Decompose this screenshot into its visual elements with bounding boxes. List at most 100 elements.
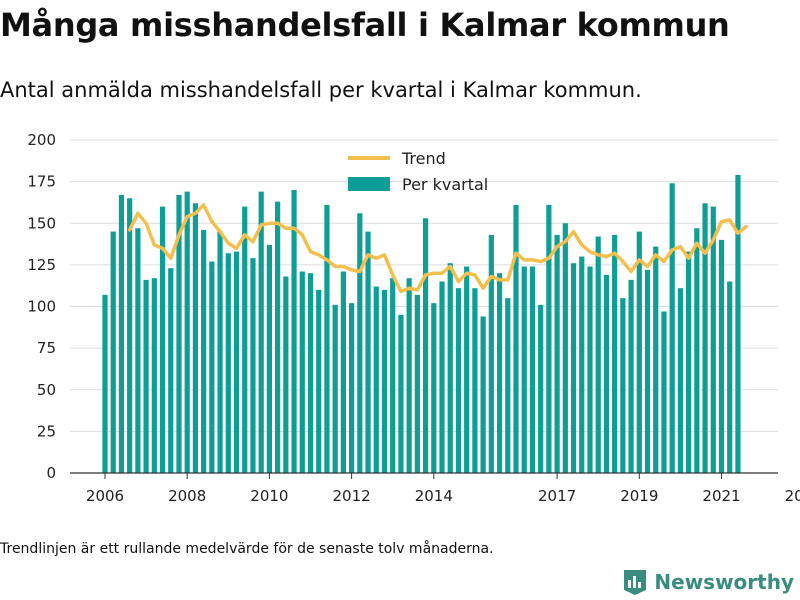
bar	[439, 281, 445, 473]
x-tick-label: 2006	[86, 487, 124, 505]
bar	[365, 231, 371, 473]
bar	[620, 298, 626, 473]
bar	[373, 286, 379, 473]
bar	[110, 231, 116, 473]
bar	[554, 234, 560, 473]
bar	[258, 191, 264, 474]
bar	[546, 204, 552, 473]
bar	[316, 289, 322, 473]
x-axis: 2006200820102012201420172019202120232025	[70, 472, 800, 505]
bar	[307, 273, 314, 473]
bar	[562, 223, 568, 473]
bar	[636, 231, 642, 473]
x-tick-label: 2017	[538, 487, 576, 505]
bar	[538, 304, 544, 473]
y-axis-ticks: 0 25 50 75 100 125 150 175 200	[27, 131, 56, 482]
bar	[686, 251, 692, 473]
bar	[710, 206, 716, 473]
chart-title: Många misshandelsfall i Kalmar kommun	[0, 6, 730, 44]
y-tick-label: 25	[37, 422, 56, 440]
bar	[118, 194, 125, 473]
bar	[595, 236, 601, 473]
bar	[579, 256, 585, 473]
bar	[718, 239, 725, 473]
bar	[127, 198, 133, 473]
bar	[661, 311, 667, 473]
trend-line	[127, 203, 748, 294]
bar	[381, 289, 388, 473]
bar	[603, 274, 610, 473]
bar	[291, 189, 297, 473]
legend-bars-label: Per kvartal	[402, 175, 488, 194]
bar	[340, 271, 346, 473]
bar	[644, 269, 651, 473]
trend-series	[127, 203, 748, 294]
x-tick-label: 2008	[168, 487, 206, 505]
bar	[201, 229, 207, 473]
legend: Trend Per kvartal	[348, 149, 488, 194]
bar	[159, 206, 166, 473]
bar	[225, 253, 231, 473]
bar	[168, 268, 174, 473]
bar	[266, 244, 272, 473]
bar	[143, 279, 149, 473]
bar	[669, 183, 675, 474]
bar	[102, 294, 108, 473]
chart-subtitle: Antal anmälda misshandelsfall per kvarta…	[0, 78, 642, 102]
brand-name: Newsworthy	[654, 570, 794, 594]
bar	[480, 316, 486, 473]
x-tick-label: 2014	[415, 487, 453, 505]
bar	[472, 288, 478, 473]
bar	[529, 266, 536, 473]
bar	[275, 201, 281, 474]
bar	[628, 279, 634, 473]
x-tick-label: 2010	[250, 487, 288, 505]
bar	[250, 258, 256, 473]
x-tick-label: 2021	[702, 487, 740, 505]
x-tick-label: 2012	[333, 487, 371, 505]
bar	[496, 273, 503, 473]
bar	[464, 266, 470, 473]
bar	[217, 231, 223, 473]
footnote: Trendlinjen är ett rullande medelvärde f…	[0, 541, 494, 557]
bar	[176, 194, 182, 473]
bar	[299, 271, 305, 473]
x-tick-label: 2023	[785, 487, 800, 505]
y-tick-label: 75	[37, 339, 56, 357]
bar	[283, 276, 289, 473]
bar	[414, 294, 420, 473]
bar	[694, 228, 700, 473]
brand-logo[interactable]: Newsworthy	[622, 568, 794, 596]
y-tick-label: 150	[27, 214, 56, 232]
y-tick-label: 175	[27, 173, 56, 191]
bar	[677, 288, 683, 473]
legend-bars-swatch	[348, 177, 390, 191]
y-tick-label: 0	[46, 464, 56, 482]
bar	[209, 261, 215, 473]
bar	[242, 206, 248, 473]
newsworthy-logo-icon	[624, 570, 647, 595]
bar	[431, 303, 437, 473]
bar	[151, 278, 157, 473]
bar	[735, 174, 741, 473]
bar	[349, 303, 355, 473]
bars	[102, 174, 741, 474]
bar	[422, 218, 429, 473]
bar	[570, 263, 577, 473]
y-tick-label: 200	[27, 131, 56, 149]
legend-trend-label: Trend	[401, 149, 446, 168]
bar	[233, 251, 240, 473]
bar	[192, 203, 199, 473]
bar	[488, 234, 494, 473]
bar-chart: 0 25 50 75 100 125 150 175 200 2006 2008 2010 2012 2…	[27, 131, 800, 505]
x-tick-label: 2019	[620, 487, 658, 505]
bar	[513, 204, 519, 473]
bar	[390, 278, 396, 473]
y-tick-label: 50	[37, 381, 56, 399]
y-tick-label: 100	[27, 298, 56, 316]
bar	[727, 281, 733, 473]
bar	[357, 213, 363, 473]
bar	[406, 278, 412, 473]
bar	[332, 304, 338, 473]
bar	[702, 203, 708, 473]
